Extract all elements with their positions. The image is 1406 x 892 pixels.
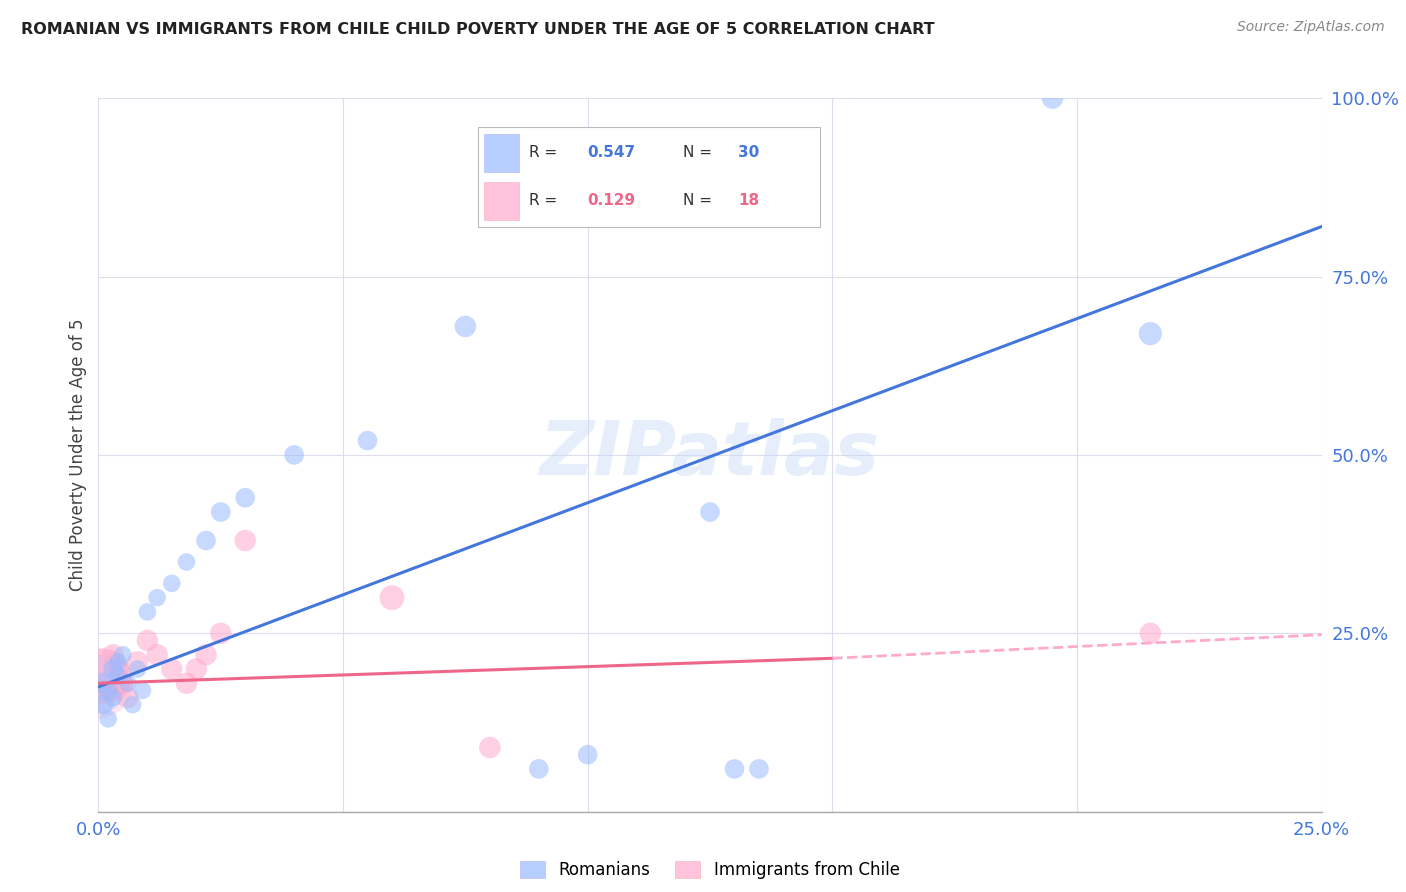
Point: [176, 676, 198, 690]
Point: [136, 633, 159, 648]
Point: [87, 676, 110, 690]
Point: [127, 662, 149, 676]
Point: [101, 662, 124, 676]
Point: [699, 505, 721, 519]
Point: [97, 683, 120, 698]
Point: [107, 669, 129, 683]
Point: [160, 576, 183, 591]
Point: [1042, 91, 1064, 105]
Point: [195, 533, 218, 548]
Point: [209, 505, 232, 519]
Point: [131, 683, 153, 698]
Point: [1139, 626, 1161, 640]
Point: [195, 648, 218, 662]
Point: [87, 676, 110, 690]
Point: [107, 662, 129, 676]
Point: [283, 448, 305, 462]
Point: [176, 555, 198, 569]
Point: [381, 591, 404, 605]
Legend: Romanians, Immigrants from Chile: Romanians, Immigrants from Chile: [513, 854, 907, 886]
Point: [576, 747, 599, 762]
Point: [97, 683, 120, 698]
Point: [356, 434, 378, 448]
Point: [91, 698, 114, 712]
Point: [186, 662, 208, 676]
Text: Source: ZipAtlas.com: Source: ZipAtlas.com: [1237, 20, 1385, 34]
Point: [233, 533, 256, 548]
Point: [107, 655, 129, 669]
Y-axis label: Child Poverty Under the Age of 5: Child Poverty Under the Age of 5: [69, 318, 87, 591]
Point: [527, 762, 550, 776]
Point: [117, 676, 139, 690]
Point: [146, 648, 169, 662]
Point: [91, 669, 114, 683]
Point: [478, 740, 501, 755]
Point: [127, 655, 149, 669]
Point: [136, 605, 159, 619]
Point: [723, 762, 745, 776]
Point: [101, 648, 124, 662]
Point: [101, 690, 124, 705]
Point: [91, 676, 114, 690]
Point: [111, 648, 134, 662]
Point: [111, 676, 134, 690]
Point: [1139, 326, 1161, 341]
Text: ROMANIAN VS IMMIGRANTS FROM CHILE CHILD POVERTY UNDER THE AGE OF 5 CORRELATION C: ROMANIAN VS IMMIGRANTS FROM CHILE CHILD …: [21, 22, 935, 37]
Point: [748, 762, 770, 776]
Point: [454, 319, 477, 334]
Point: [146, 591, 169, 605]
Point: [209, 626, 232, 640]
Point: [160, 662, 183, 676]
Point: [117, 690, 139, 705]
Text: ZIPatlas: ZIPatlas: [540, 418, 880, 491]
Point: [233, 491, 256, 505]
Point: [97, 712, 120, 726]
Point: [121, 698, 143, 712]
